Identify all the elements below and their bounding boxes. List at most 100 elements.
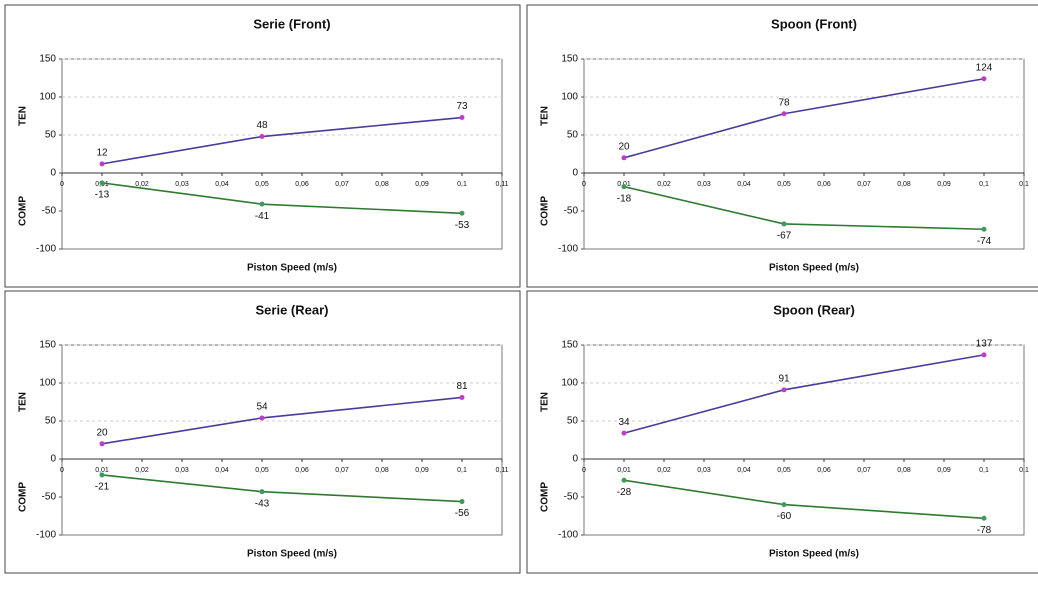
x-tick-label: 0 — [60, 467, 64, 474]
x-tick-label: 0,1 — [1019, 467, 1029, 474]
plot-area — [583, 58, 1025, 250]
data-point — [781, 111, 787, 117]
data-label: 73 — [456, 101, 468, 112]
x-tick-label: 0,11 — [495, 467, 508, 474]
data-label: 78 — [778, 97, 790, 108]
x-tick-label: 0,05 — [777, 181, 791, 188]
data-label: -53 — [455, 220, 470, 231]
data-label: 34 — [618, 417, 630, 428]
data-point — [459, 394, 465, 400]
y-tick-label: 50 — [567, 416, 579, 427]
data-point — [259, 134, 265, 140]
x-tick-label: 0,09 — [415, 181, 429, 188]
chart-panel: Serie (Front)150100500-50-10000,010,020,… — [4, 4, 521, 288]
data-point — [781, 221, 787, 227]
data-label: -13 — [95, 190, 110, 201]
y-tick-label: 150 — [561, 54, 578, 65]
x-axis-label: Piston Speed (m/s) — [769, 549, 859, 560]
data-label: 137 — [976, 339, 993, 350]
y-tick-label: 50 — [45, 130, 57, 141]
y-tick-label: 100 — [561, 92, 578, 103]
y-tick-label: -50 — [564, 492, 579, 503]
y-tick-label: 0 — [572, 168, 578, 179]
x-tick-label: 0,01 — [95, 467, 109, 474]
y-tick-label: 150 — [39, 340, 56, 351]
y-tick-label: -50 — [42, 492, 57, 503]
x-axis-label: Piston Speed (m/s) — [247, 263, 337, 274]
x-tick-label: 0,03 — [697, 467, 711, 474]
x-tick-label: 0,06 — [817, 181, 831, 188]
y-tick-label: 50 — [45, 416, 57, 427]
x-tick-label: 0,02 — [657, 181, 671, 188]
data-point — [781, 502, 787, 508]
chart-title: Serie (Front) — [253, 16, 330, 31]
y-tick-label: 150 — [39, 54, 56, 65]
x-tick-label: 0,1 — [1019, 181, 1029, 188]
chart-panel: Spoon (Front)150100500-50-10000,010,020,… — [526, 4, 1038, 288]
x-tick-label: 0,04 — [737, 181, 751, 188]
x-tick-label: 0,08 — [897, 467, 911, 474]
x-tick-label: 0,09 — [937, 467, 951, 474]
data-label: 20 — [618, 141, 630, 152]
y-tick-label: -100 — [558, 530, 578, 541]
data-label: 81 — [456, 381, 468, 392]
x-tick-label: 0,01 — [617, 467, 631, 474]
data-point — [981, 352, 987, 358]
data-point — [981, 515, 987, 521]
y-axis-label: COMP — [540, 482, 551, 512]
y-axis-label: COMP — [18, 482, 29, 512]
y-tick-label: -100 — [36, 530, 56, 541]
data-point — [259, 489, 265, 495]
y-axis-label: TEN — [18, 392, 29, 412]
data-point — [459, 499, 465, 505]
y-axis-label: TEN — [540, 392, 551, 412]
data-label: 48 — [256, 120, 268, 131]
data-label: -18 — [617, 193, 632, 204]
data-point — [621, 430, 627, 436]
data-point — [99, 180, 105, 186]
x-tick-label: 0,03 — [697, 181, 711, 188]
data-label: 20 — [96, 427, 108, 438]
data-label: -56 — [455, 508, 470, 519]
x-tick-label: 0,1 — [457, 181, 467, 188]
x-tick-label: 0,06 — [295, 467, 309, 474]
chart-title: Spoon (Front) — [771, 16, 857, 31]
y-tick-label: -50 — [564, 206, 579, 217]
data-point — [99, 441, 105, 447]
x-tick-label: 0,04 — [737, 467, 751, 474]
chart-panel: Serie (Rear) 150 100 50 0 -50 -100 0 0,01 0,02 0,0… — [4, 290, 521, 574]
x-tick-label: 0 — [582, 467, 586, 474]
data-point — [981, 76, 987, 82]
data-label: 54 — [256, 402, 268, 413]
x-axis-label: Piston Speed (m/s) — [247, 549, 337, 560]
data-label: 124 — [976, 62, 993, 73]
data-label: -41 — [255, 211, 270, 222]
x-tick-label: 0,02 — [135, 181, 149, 188]
panel-border — [4, 290, 521, 574]
x-tick-label: 0,06 — [295, 181, 309, 188]
data-point — [99, 472, 105, 478]
x-tick-label: 0,1 — [979, 467, 989, 474]
x-axis-label: Piston Speed (m/s) — [769, 263, 859, 274]
x-tick-label: 0,1 — [457, 467, 467, 474]
y-tick-label: -50 — [42, 206, 57, 217]
plot-area — [61, 344, 503, 536]
data-label: -74 — [977, 236, 992, 247]
data-point — [459, 115, 465, 121]
x-tick-label: 0,09 — [937, 181, 951, 188]
panel-border — [4, 4, 521, 288]
x-tick-label: 0,03 — [175, 467, 189, 474]
chart-panel: Spoon (Rear) 150 100 50 0 -50 -100 0 0,01 0,02 0,0… — [526, 290, 1038, 574]
y-tick-label: 100 — [561, 378, 578, 389]
y-axis-label: TEN — [18, 106, 29, 126]
y-tick-label: 0 — [50, 454, 56, 465]
x-tick-label: 0,1 — [979, 181, 989, 188]
x-tick-label: 0,05 — [777, 467, 791, 474]
data-label: -78 — [977, 525, 992, 536]
data-label: -60 — [777, 511, 792, 522]
x-tick-label: 0,02 — [657, 467, 671, 474]
x-tick-label: 0,08 — [375, 181, 389, 188]
x-tick-label: 0,11 — [495, 181, 508, 188]
x-tick-label: 0,06 — [817, 467, 831, 474]
